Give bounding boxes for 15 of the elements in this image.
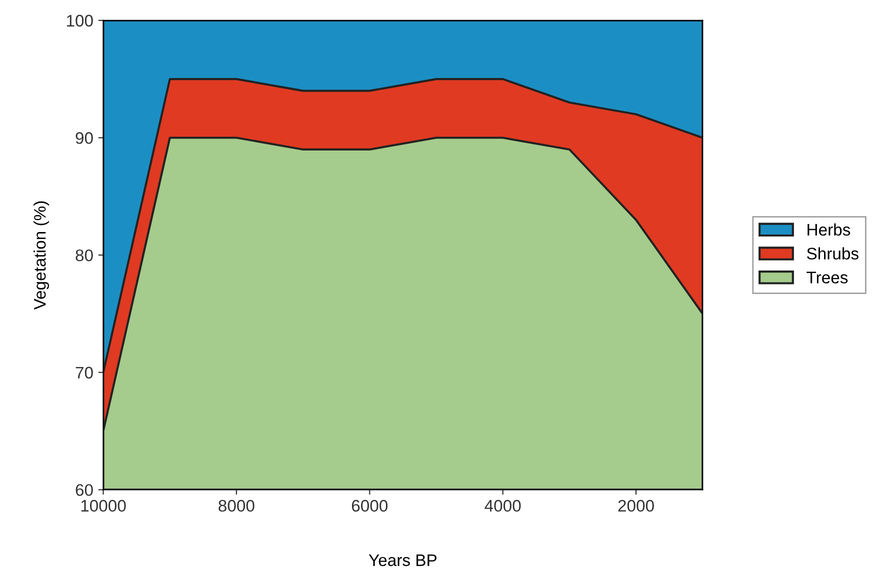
x-tick-label: 6000 [352,500,388,512]
x-tick-label: 4000 [484,500,521,512]
y-tick-label: 70 [76,366,93,379]
y-tick-label: 90 [76,132,93,144]
y-axis-title: Vegetation (%) [34,201,50,310]
y-tick-label: 60 [76,484,93,496]
y-tick-label: 80 [76,249,93,262]
legend-label: Trees [806,272,848,284]
legend-label: Shrubs [807,247,858,260]
x-tick-label: 8000 [218,500,254,512]
x-axis-title: Years BP [368,554,436,566]
x-tick-label: 2000 [618,500,654,512]
y-tick-label: 100 [66,14,93,27]
x-tick-label: 10000 [81,500,126,512]
legend-label: Herbs [808,223,850,236]
